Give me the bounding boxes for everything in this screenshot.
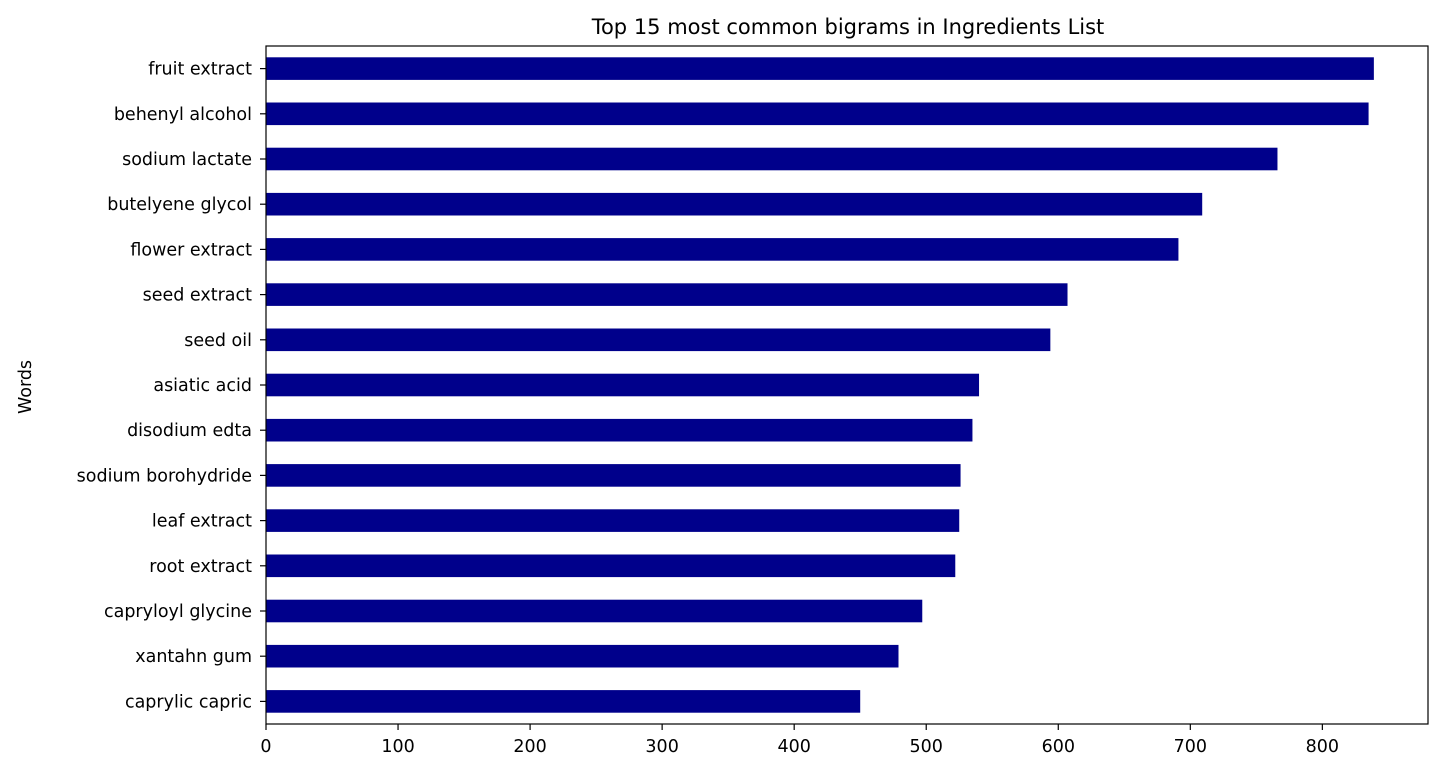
bar [266,554,956,578]
y-tick-label: sodium borohydride [77,466,252,486]
bar [266,644,899,668]
y-tick-label: caprylic capric [125,692,252,712]
x-tick-label: 300 [645,737,678,757]
bar [266,328,1051,352]
y-tick-label: seed extract [143,286,253,306]
x-ticks-group: 0 100 200 300 400 500 600 700 800 [260,724,1339,757]
bar [266,464,961,487]
y-tick-label: butelyene glycol [107,195,252,215]
x-tick-label: 100 [381,737,414,757]
x-tick-label: 500 [910,737,943,757]
bar [266,283,1068,306]
y-axis-label: Words [16,360,36,414]
y-tick-label: disodium edta [127,421,252,441]
bar [266,418,973,442]
bar [266,57,1374,80]
bar [266,599,923,623]
chart-title: Top 15 most common bigrams in Ingredient… [591,15,1105,39]
y-tick-label: seed oil [184,331,252,351]
y-tick-label: flower extract [130,240,252,260]
bar [266,509,960,532]
bar [266,373,980,397]
plot-frame [265,45,1429,725]
bar [266,238,1179,261]
bar [266,690,861,713]
x-tick-label: 600 [1042,737,1075,757]
y-tick-label: leaf extract [152,512,252,532]
x-tick-label: 800 [1306,737,1339,757]
y-tick-label: capryloyl glycine [104,602,252,622]
bars-group [266,57,1374,713]
y-tick-label: fruit extract [148,60,252,80]
y-tick-label: asiatic acid [153,376,252,396]
y-tick-label: root extract [149,557,252,577]
y-tick-label: sodium lactate [122,150,252,170]
bar [266,192,1203,216]
y-tick-label: behenyl alcohol [114,105,252,125]
x-tick-label: 700 [1174,737,1207,757]
x-tick-label: 200 [513,737,546,757]
x-tick-label: 0 [260,737,271,757]
y-tick-label: xantahn gum [135,647,252,667]
y-ticks-group: fruit extract behenyl alcohol sodium lacta… [77,60,266,712]
x-tick-label: 400 [777,737,810,757]
bar [266,147,1278,171]
bar [266,102,1369,126]
